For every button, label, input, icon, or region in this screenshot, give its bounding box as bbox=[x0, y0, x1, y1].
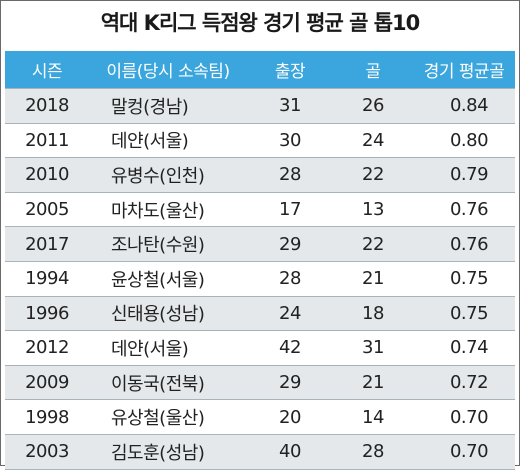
header-average: 경기 평균골 bbox=[413, 51, 515, 89]
cell-goals: 21 bbox=[333, 260, 413, 297]
cell-appearances: 40 bbox=[247, 433, 333, 470]
table-row: 1998 유상철(울산) 20 14 0.70 bbox=[5, 399, 515, 435]
cell-goals: 13 bbox=[333, 191, 413, 227]
cell-name: 마차도(울산) bbox=[89, 191, 247, 227]
cell-name: 유병수(인천) bbox=[89, 157, 247, 193]
cell-season: 2017 bbox=[5, 226, 89, 262]
cell-name: 윤상철(서울) bbox=[89, 260, 247, 297]
cell-name: 김도훈(성남) bbox=[89, 433, 247, 470]
cell-goals: 31 bbox=[333, 330, 413, 366]
header-goals: 골 bbox=[333, 51, 413, 89]
cell-season: 1998 bbox=[5, 399, 89, 435]
table-row: 1994 윤상철(서울) 28 21 0.75 bbox=[5, 260, 515, 297]
cell-season: 2010 bbox=[5, 157, 89, 193]
cell-name: 데얀(서울) bbox=[89, 330, 247, 366]
cell-average: 0.75 bbox=[413, 260, 515, 297]
cell-name: 말컹(경남) bbox=[89, 88, 247, 124]
cell-average: 0.76 bbox=[413, 226, 515, 262]
cell-goals: 28 bbox=[333, 433, 413, 470]
cell-season: 2018 bbox=[5, 88, 89, 124]
cell-goals: 24 bbox=[333, 122, 413, 158]
cell-appearances: 17 bbox=[247, 191, 333, 227]
cell-average: 0.84 bbox=[413, 88, 515, 124]
table-title: 역대 K리그 득점왕 경기 평균 골 톱10 bbox=[100, 11, 421, 35]
cell-average: 0.72 bbox=[413, 364, 515, 400]
cell-season: 2009 bbox=[5, 364, 89, 400]
cell-appearances: 29 bbox=[247, 364, 333, 400]
table-row: 1996 신태용(성남) 24 18 0.75 bbox=[5, 295, 515, 331]
cell-season: 2012 bbox=[5, 330, 89, 366]
table-row: 2012 데얀(서울) 42 31 0.74 bbox=[5, 330, 515, 366]
cell-average: 0.75 bbox=[413, 295, 515, 331]
table-row: 2003 김도훈(성남) 40 28 0.70 bbox=[5, 433, 515, 470]
table-row: 2011 데얀(서울) 30 24 0.80 bbox=[5, 122, 515, 158]
cell-appearances: 29 bbox=[247, 226, 333, 262]
top-scorers-table: 시즌 이름(당시 소속팀) 출장 골 경기 평균골 2018 말컹(경남) 31 26… bbox=[5, 51, 515, 470]
cell-goals: 22 bbox=[333, 157, 413, 193]
cell-season: 2005 bbox=[5, 191, 89, 227]
cell-goals: 22 bbox=[333, 226, 413, 262]
cell-appearances: 20 bbox=[247, 399, 333, 435]
cell-season: 1996 bbox=[5, 295, 89, 331]
cell-name: 데얀(서울) bbox=[89, 122, 247, 158]
cell-goals: 21 bbox=[333, 364, 413, 400]
cell-name: 유상철(울산) bbox=[89, 399, 247, 435]
cell-appearances: 28 bbox=[247, 157, 333, 193]
cell-appearances: 31 bbox=[247, 88, 333, 124]
cell-goals: 14 bbox=[333, 399, 413, 435]
cell-season: 2011 bbox=[5, 122, 89, 158]
cell-appearances: 30 bbox=[247, 122, 333, 158]
cell-average: 0.74 bbox=[413, 330, 515, 366]
cell-name: 이동국(전북) bbox=[89, 364, 247, 400]
table-row: 2010 유병수(인천) 28 22 0.79 bbox=[5, 157, 515, 193]
cell-goals: 26 bbox=[333, 88, 413, 124]
cell-season: 1994 bbox=[5, 260, 89, 297]
header-row: 시즌 이름(당시 소속팀) 출장 골 경기 평균골 bbox=[5, 51, 515, 89]
cell-average: 0.80 bbox=[413, 122, 515, 158]
header-name: 이름(당시 소속팀) bbox=[89, 51, 247, 89]
table-row: 2005 마차도(울산) 17 13 0.76 bbox=[5, 191, 515, 227]
cell-average: 0.79 bbox=[413, 157, 515, 193]
cell-name: 조나탄(수원) bbox=[89, 226, 247, 262]
cell-appearances: 28 bbox=[247, 260, 333, 297]
cell-appearances: 24 bbox=[247, 295, 333, 331]
cell-season: 2003 bbox=[5, 433, 89, 470]
cell-appearances: 42 bbox=[247, 330, 333, 366]
cell-average: 0.76 bbox=[413, 191, 515, 227]
cell-name: 신태용(성남) bbox=[89, 295, 247, 331]
cell-average: 0.70 bbox=[413, 433, 515, 470]
cell-goals: 18 bbox=[333, 295, 413, 331]
cell-average: 0.70 bbox=[413, 399, 515, 435]
header-appearances: 출장 bbox=[247, 51, 333, 89]
header-season: 시즌 bbox=[5, 51, 89, 89]
table-row: 2017 조나탄(수원) 29 22 0.76 bbox=[5, 226, 515, 262]
table-row: 2018 말컹(경남) 31 26 0.84 bbox=[5, 88, 515, 124]
table-row: 2009 이동국(전북) 29 21 0.72 bbox=[5, 364, 515, 400]
